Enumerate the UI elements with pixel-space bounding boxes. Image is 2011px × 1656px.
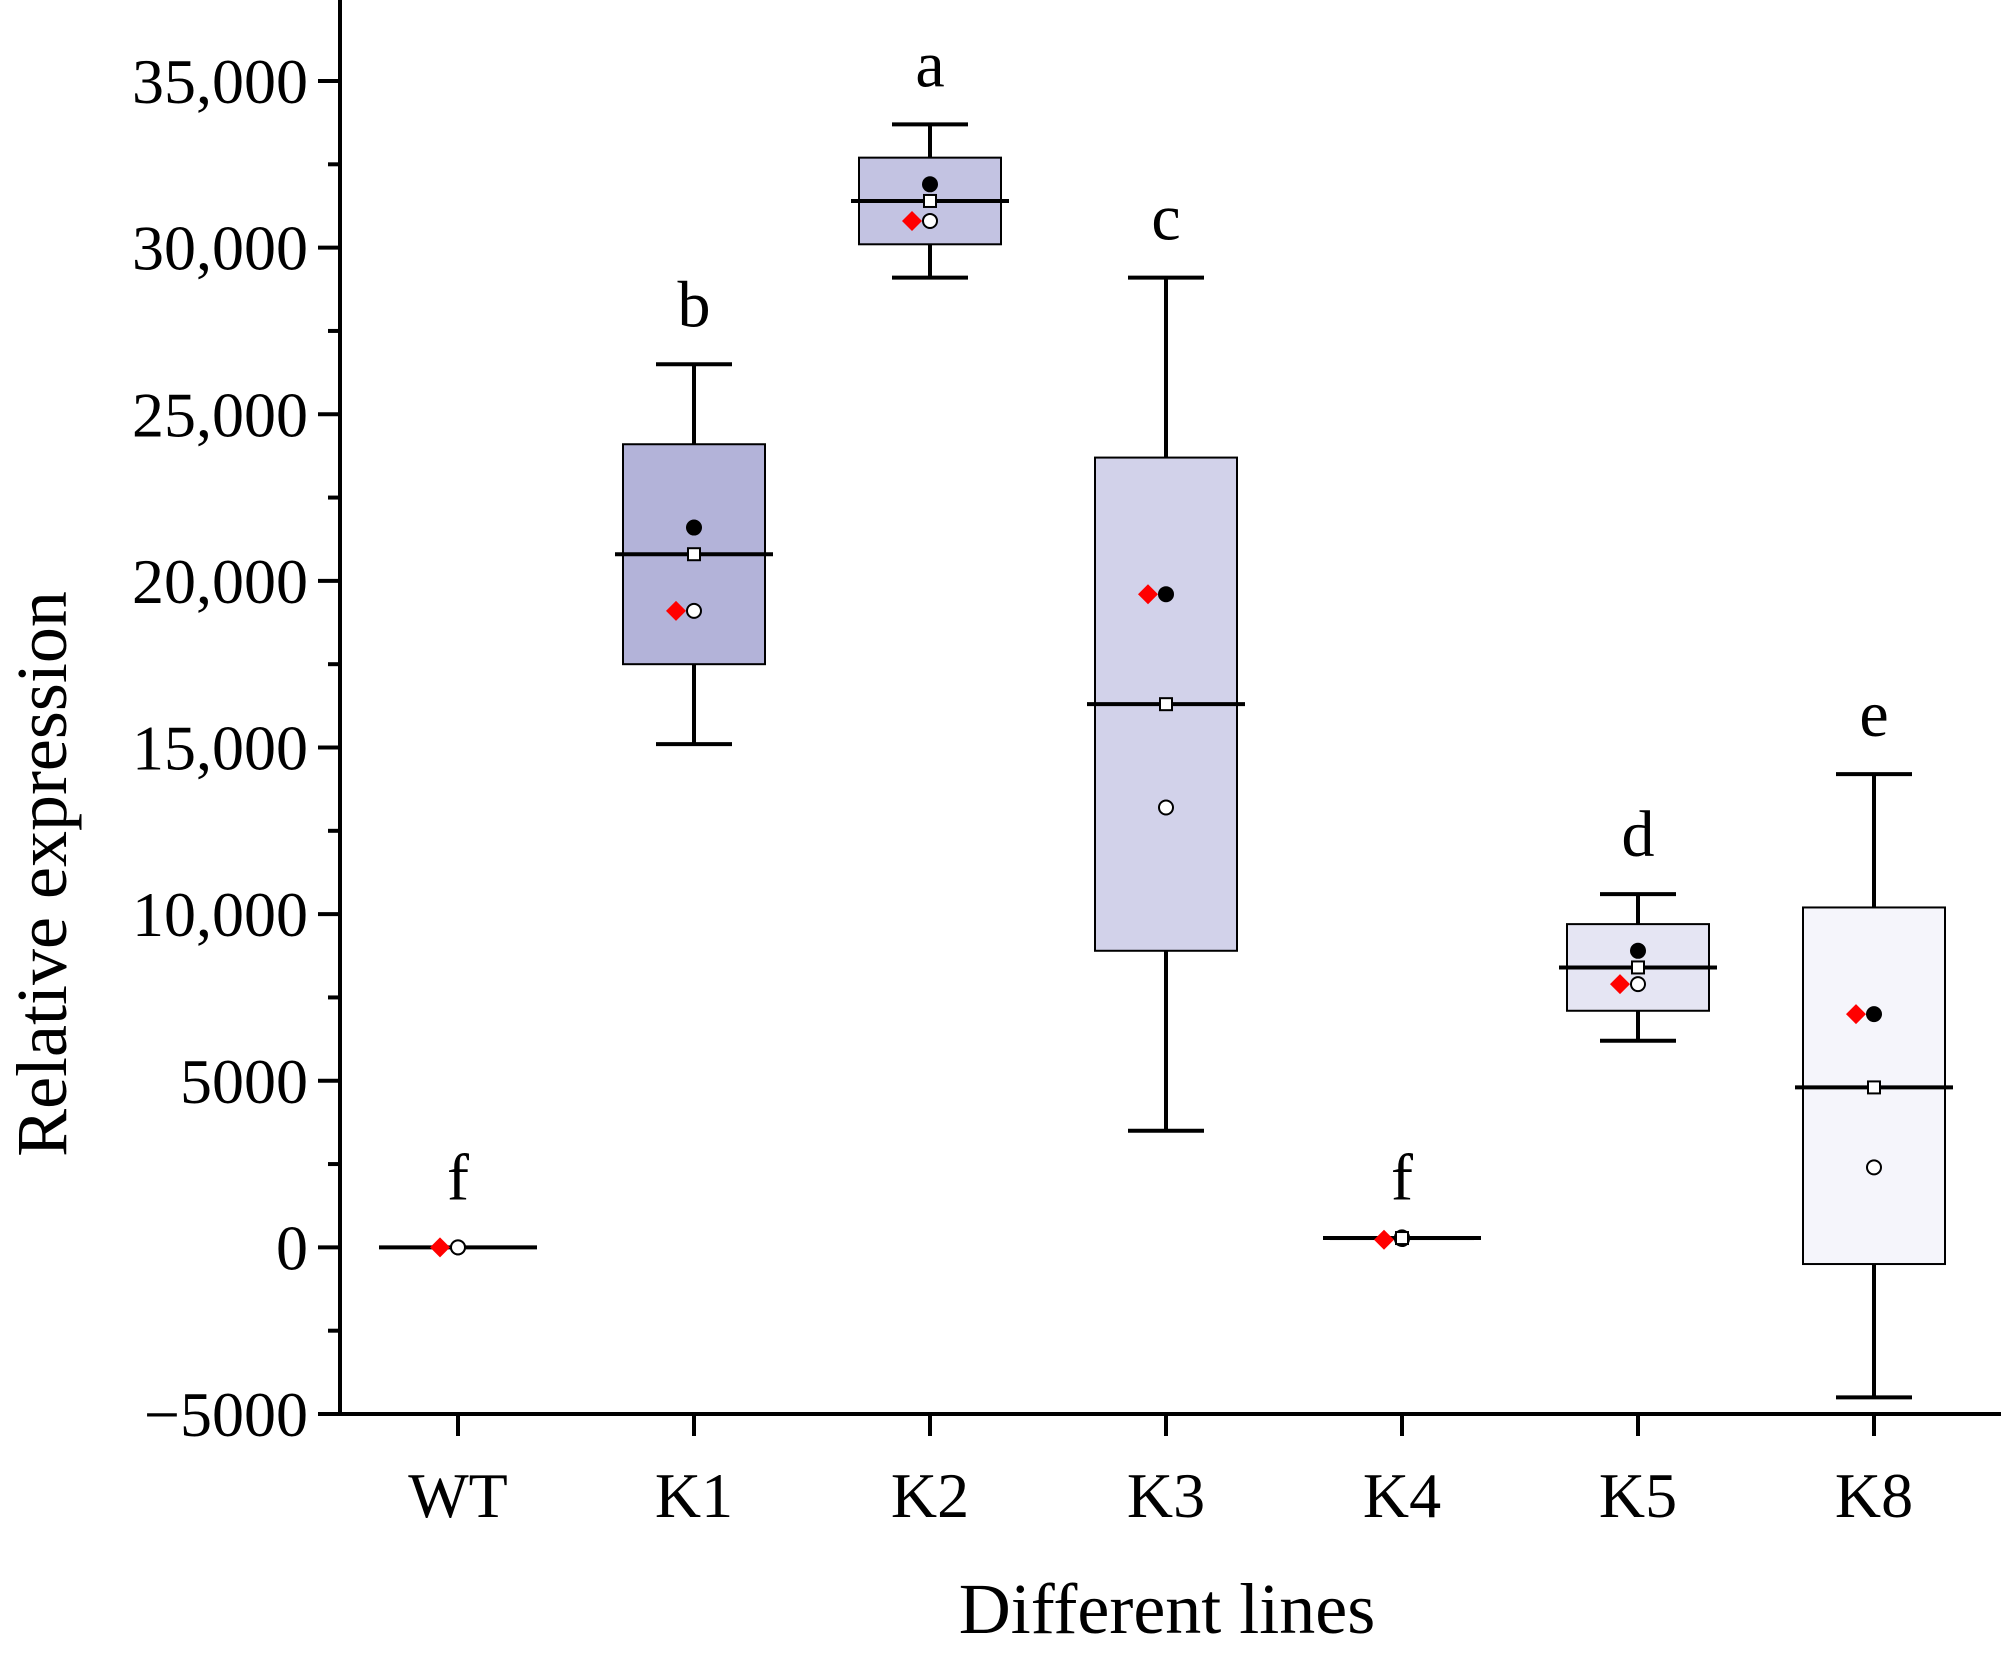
data-point xyxy=(1866,1006,1882,1023)
significance-letter: b xyxy=(678,268,711,341)
y-tick-label: 15,000 xyxy=(132,713,308,784)
data-point xyxy=(666,600,686,621)
mean-marker xyxy=(1867,1080,1881,1095)
mean-marker xyxy=(923,193,937,208)
data-point xyxy=(450,1239,466,1256)
data-point xyxy=(430,1237,450,1258)
y-tick-label: 30,000 xyxy=(132,213,308,284)
data-point xyxy=(922,212,938,229)
y-tick-label: 0 xyxy=(276,1212,308,1283)
significance-letter: c xyxy=(1151,182,1180,255)
data-point xyxy=(1374,1229,1394,1250)
significance-letter: f xyxy=(447,1141,469,1214)
x-tick-label: WT xyxy=(408,1460,508,1531)
data-point xyxy=(686,602,702,619)
x-tick-label: K2 xyxy=(891,1460,969,1531)
mean-marker xyxy=(687,547,701,562)
data-point xyxy=(1158,799,1174,816)
data-point xyxy=(1158,586,1174,603)
data-point xyxy=(1138,584,1158,605)
significance-letter: d xyxy=(1622,798,1655,871)
x-tick-label: K1 xyxy=(655,1460,733,1531)
significance-letter: f xyxy=(1391,1141,1413,1214)
x-tick-label: K8 xyxy=(1835,1460,1913,1531)
data-point xyxy=(1630,942,1646,959)
y-tick-label: 20,000 xyxy=(132,546,308,617)
data-point xyxy=(902,210,922,231)
mean-marker xyxy=(1631,960,1645,975)
mean-marker xyxy=(1159,697,1173,712)
x-axis-title: Different lines xyxy=(959,1569,1376,1649)
y-tick-label: 35,000 xyxy=(132,46,308,117)
data-point xyxy=(922,176,938,193)
data-point xyxy=(1630,976,1646,993)
y-tick-label: 10,000 xyxy=(132,879,308,950)
y-tick-label: 5000 xyxy=(180,1046,308,1117)
data-point xyxy=(1866,1159,1882,1176)
data-point xyxy=(686,519,702,536)
significance-letter: a xyxy=(915,28,944,101)
x-tick-label: K5 xyxy=(1599,1460,1677,1531)
data-point xyxy=(1610,974,1630,995)
y-tick-label: −5000 xyxy=(144,1379,308,1450)
y-tick-label: 25,000 xyxy=(132,379,308,450)
x-tick-label: K4 xyxy=(1363,1460,1441,1531)
data-point xyxy=(1846,1004,1866,1025)
y-axis-title: Relative expression xyxy=(2,591,82,1157)
mean-marker xyxy=(1395,1231,1409,1246)
significance-letter: e xyxy=(1859,678,1888,751)
x-tick-label: K3 xyxy=(1127,1460,1205,1531)
